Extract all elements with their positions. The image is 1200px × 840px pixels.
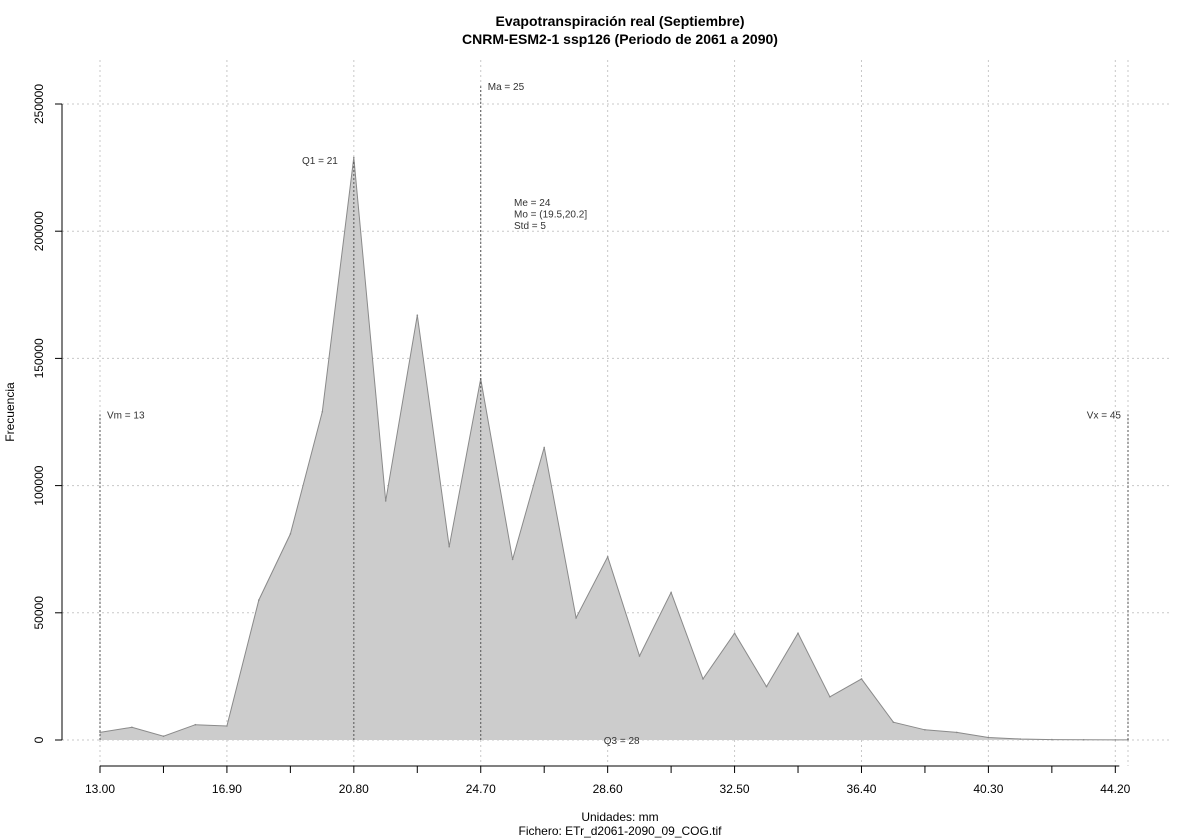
- data-point: [226, 725, 228, 727]
- data-point: [289, 533, 292, 535]
- data-point: [670, 591, 672, 594]
- x-tick-label: 36.40: [846, 782, 876, 796]
- data-point: [606, 556, 609, 558]
- data-point: [797, 632, 799, 634]
- data-point: [511, 558, 514, 561]
- stat-label: Std = 5: [514, 221, 546, 232]
- data-point: [416, 314, 419, 317]
- area-series-outline: [99, 157, 1128, 741]
- y-tick-label: 200000: [32, 211, 46, 251]
- x-tick-label: 16.90: [212, 782, 242, 796]
- data-point: [924, 729, 926, 731]
- annotation-label: Q3 = 28: [604, 736, 640, 747]
- data-point: [733, 632, 736, 634]
- x-tick-label: 20.80: [339, 782, 369, 796]
- data-point: [956, 731, 958, 734]
- data-point: [1082, 739, 1085, 741]
- y-tick-label: 150000: [32, 338, 46, 378]
- y-tick-label: 250000: [32, 84, 46, 124]
- data-point: [575, 617, 577, 619]
- data-point: [892, 721, 895, 723]
- data-point: [384, 500, 387, 502]
- data-point: [258, 599, 260, 601]
- area-series: [100, 157, 1128, 740]
- data-point: [353, 156, 355, 159]
- data-point: [987, 736, 990, 739]
- x-tick-label: 24.70: [466, 782, 496, 796]
- data-point: [1114, 739, 1117, 741]
- data-point: [321, 411, 324, 413]
- x-tick-label: 40.30: [973, 782, 1003, 796]
- x-tick-label: 44.20: [1100, 782, 1130, 796]
- stat-label: Mo = (19.5,20.2]: [514, 210, 587, 221]
- y-tick-label: 100000: [32, 465, 46, 505]
- data-point: [860, 678, 863, 680]
- x-tick-label: 32.50: [720, 782, 750, 796]
- chart-title: Evapotranspiración real (Septiembre): [495, 13, 745, 29]
- annotation-label: Q1 = 21: [302, 156, 338, 167]
- data-point: [1051, 738, 1053, 741]
- x-tick-label: 28.60: [593, 782, 623, 796]
- data-point: [194, 723, 197, 726]
- data-point: [543, 446, 545, 449]
- data-point: [131, 726, 133, 729]
- data-point: [162, 735, 165, 737]
- annotation-label: Vx = 45: [1087, 410, 1122, 421]
- data-point: [638, 655, 641, 657]
- data-point: [702, 678, 704, 680]
- chart-subtitle: CNRM-ESM2-1 ssp126 (Periodo de 2061 a 20…: [462, 31, 778, 47]
- data-point: [829, 696, 831, 698]
- stat-label: Me = 24: [514, 198, 551, 209]
- data-point: [1019, 738, 1022, 740]
- annotation-label: Vm = 13: [107, 410, 145, 421]
- x-tick-label: 13.00: [85, 782, 115, 796]
- y-tick-label: 50000: [32, 596, 46, 630]
- data-point: [448, 545, 451, 548]
- file-label: Fichero: ETr_d2061-2090_09_COG.tif: [518, 824, 722, 838]
- data-point: [765, 685, 768, 688]
- y-tick-label: 0: [32, 736, 46, 743]
- annotation-label: Ma = 25: [488, 82, 525, 93]
- x-axis-label: Unidades: mm: [581, 810, 659, 824]
